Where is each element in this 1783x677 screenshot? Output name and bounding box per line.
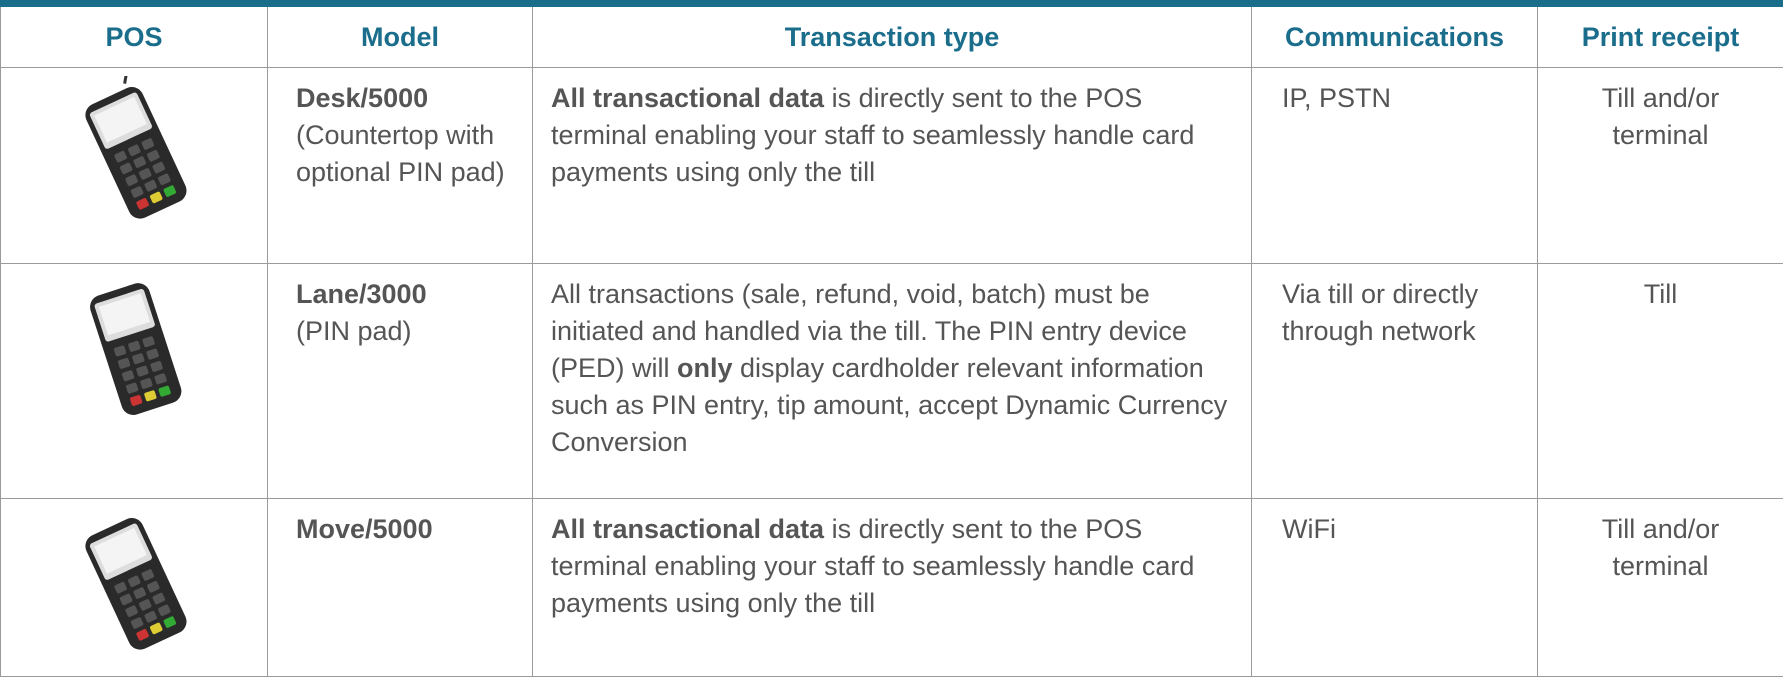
transaction-cell: All transactions (sale, refund, void, ba…	[533, 264, 1252, 499]
communications-cell: WiFi	[1252, 499, 1538, 677]
page: POS comparison {"table":{"header":["POS"…	[0, 0, 1783, 641]
model-cell: Desk/5000 (Countertop with optional PIN p…	[268, 68, 533, 264]
model-name: Move/5000	[296, 514, 433, 544]
print-receipt-cell: Till	[1538, 264, 1783, 499]
table-row: Move/5000 All transactional data is direc…	[1, 499, 1783, 677]
device-illustration	[59, 76, 209, 226]
table-row: Lane/3000 (PIN pad) All transactions (sale…	[1, 264, 1783, 499]
column-header: Print receipt	[1538, 4, 1783, 68]
pos-image-cell	[1, 264, 268, 499]
device-illustration	[116, 76, 140, 84]
device-illustration	[71, 76, 195, 223]
print-receipt-cell: Till and/or terminal	[1538, 499, 1783, 677]
model-description: (Countertop with optional PIN pad)	[296, 120, 505, 187]
print-receipt-text: Till	[1644, 279, 1678, 309]
transaction-text: All transactional data	[551, 83, 824, 113]
device-illustration	[87, 280, 185, 418]
print-receipt-cell: Till and/or terminal	[1538, 68, 1783, 264]
transaction-cell: All transactional data is directly sent …	[533, 68, 1252, 264]
communications-text: Via till or directly through network	[1282, 279, 1478, 346]
transaction-cell: All transactional data is directly sent …	[533, 499, 1252, 677]
print-receipt-text: Till and/or terminal	[1602, 514, 1720, 581]
communications-text: IP, PSTN	[1282, 83, 1391, 113]
transaction-text: only	[677, 353, 733, 383]
column-header: Transaction type	[533, 4, 1252, 68]
model-cell: Lane/3000 (PIN pad)	[268, 264, 533, 499]
communications-cell: Via till or directly through network	[1252, 264, 1538, 499]
model-name: Lane/3000	[296, 279, 427, 309]
table-row: Desk/5000 (Countertop with optional PIN p…	[1, 68, 1783, 264]
device-illustration	[81, 514, 190, 653]
device-illustration	[59, 272, 209, 422]
column-header: POS	[1, 4, 268, 68]
communications-text: WiFi	[1282, 514, 1336, 544]
column-header: Communications	[1252, 4, 1538, 68]
model-cell: Move/5000	[268, 499, 533, 677]
pos-image-cell	[1, 68, 268, 264]
print-receipt-text: Till and/or terminal	[1602, 83, 1720, 150]
communications-cell: IP, PSTN	[1252, 68, 1538, 264]
column-header: Model	[268, 4, 533, 68]
table-body: Desk/5000 (Countertop with optional PIN p…	[1, 68, 1783, 677]
model-description: (PIN pad)	[296, 316, 412, 346]
device-illustration	[59, 507, 209, 657]
pos-image-cell	[1, 499, 268, 677]
model-name: Desk/5000	[296, 83, 428, 113]
transaction-text: All transactional data	[551, 514, 824, 544]
